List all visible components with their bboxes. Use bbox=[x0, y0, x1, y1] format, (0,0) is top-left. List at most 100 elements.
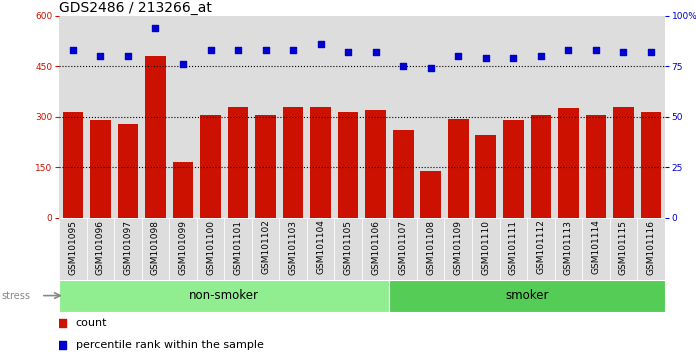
Bar bbox=[118, 124, 139, 218]
Point bbox=[315, 41, 326, 47]
Text: GSM101112: GSM101112 bbox=[537, 219, 546, 274]
Text: GSM101111: GSM101111 bbox=[509, 219, 518, 275]
Text: GSM101101: GSM101101 bbox=[234, 219, 243, 275]
Bar bbox=[393, 130, 413, 218]
Text: GSM101106: GSM101106 bbox=[371, 219, 380, 275]
Bar bbox=[503, 120, 523, 218]
Text: GSM101099: GSM101099 bbox=[178, 219, 187, 275]
Bar bbox=[90, 120, 111, 218]
Point bbox=[645, 50, 656, 55]
Point bbox=[232, 52, 244, 58]
Text: GSM101113: GSM101113 bbox=[564, 219, 573, 275]
Point bbox=[563, 47, 574, 53]
Bar bbox=[169, 16, 197, 218]
Bar bbox=[252, 218, 279, 281]
Point bbox=[618, 50, 629, 55]
Bar bbox=[307, 218, 334, 281]
Bar bbox=[390, 16, 417, 218]
Bar bbox=[445, 218, 472, 281]
Text: non-smoker: non-smoker bbox=[189, 289, 260, 302]
Text: count: count bbox=[76, 318, 107, 329]
Point bbox=[205, 47, 216, 53]
Bar bbox=[527, 16, 555, 218]
Bar bbox=[390, 218, 417, 281]
Text: percentile rank within the sample: percentile rank within the sample bbox=[76, 339, 264, 350]
Bar bbox=[530, 115, 551, 218]
Text: GSM101105: GSM101105 bbox=[344, 219, 353, 275]
Text: GDS2486 / 213266_at: GDS2486 / 213266_at bbox=[59, 1, 212, 15]
Bar bbox=[585, 115, 606, 218]
Bar bbox=[448, 119, 468, 218]
Point bbox=[590, 47, 601, 53]
Text: GSM101115: GSM101115 bbox=[619, 219, 628, 275]
Text: stress: stress bbox=[1, 291, 31, 301]
Bar bbox=[87, 218, 114, 281]
Bar bbox=[445, 16, 472, 218]
Bar bbox=[197, 16, 224, 218]
Point bbox=[177, 62, 189, 67]
Bar bbox=[169, 218, 197, 281]
Bar bbox=[279, 218, 307, 281]
Text: GSM101109: GSM101109 bbox=[454, 219, 463, 275]
Bar bbox=[228, 107, 248, 218]
Bar bbox=[255, 115, 276, 218]
Text: smoker: smoker bbox=[505, 289, 549, 302]
Point bbox=[68, 47, 79, 53]
Bar bbox=[142, 16, 169, 218]
Bar bbox=[87, 16, 114, 218]
Text: GSM101110: GSM101110 bbox=[481, 219, 490, 275]
Bar bbox=[307, 16, 334, 218]
Point bbox=[260, 47, 271, 53]
Text: GSM101103: GSM101103 bbox=[289, 219, 298, 275]
Bar bbox=[420, 171, 441, 218]
Point bbox=[150, 25, 161, 31]
Bar bbox=[63, 112, 84, 218]
Text: GSM101107: GSM101107 bbox=[399, 219, 408, 275]
Text: GSM101095: GSM101095 bbox=[68, 219, 77, 275]
Bar bbox=[362, 218, 390, 281]
Point bbox=[480, 56, 491, 61]
Bar bbox=[114, 16, 142, 218]
Bar bbox=[279, 16, 307, 218]
Bar bbox=[59, 16, 87, 218]
Bar bbox=[142, 218, 169, 281]
Bar bbox=[475, 135, 496, 218]
Bar bbox=[500, 16, 527, 218]
Bar bbox=[59, 280, 390, 312]
Bar bbox=[252, 16, 279, 218]
Point bbox=[287, 47, 299, 53]
Bar bbox=[637, 16, 665, 218]
Bar bbox=[637, 218, 665, 281]
Bar bbox=[338, 112, 358, 218]
Bar bbox=[334, 218, 362, 281]
Bar bbox=[224, 16, 252, 218]
Bar bbox=[613, 107, 634, 218]
Bar bbox=[114, 218, 142, 281]
Point bbox=[370, 50, 381, 55]
Bar bbox=[197, 218, 224, 281]
Bar bbox=[390, 280, 665, 312]
Point bbox=[122, 53, 134, 59]
Bar bbox=[472, 16, 500, 218]
Point bbox=[397, 64, 409, 69]
Bar bbox=[555, 16, 582, 218]
Bar bbox=[527, 218, 555, 281]
Bar bbox=[145, 56, 166, 218]
Bar bbox=[200, 115, 221, 218]
Bar bbox=[224, 218, 252, 281]
Text: GSM101100: GSM101100 bbox=[206, 219, 215, 275]
Text: GSM101114: GSM101114 bbox=[592, 219, 601, 274]
Point bbox=[95, 53, 106, 59]
Point bbox=[535, 53, 546, 59]
Point bbox=[507, 56, 519, 61]
Bar bbox=[283, 107, 303, 218]
Point bbox=[232, 245, 244, 251]
Point bbox=[342, 50, 354, 55]
Bar bbox=[610, 218, 637, 281]
Text: GSM101097: GSM101097 bbox=[123, 219, 132, 275]
Bar bbox=[417, 16, 445, 218]
Bar bbox=[555, 218, 582, 281]
Bar bbox=[173, 162, 193, 218]
Text: GSM101098: GSM101098 bbox=[151, 219, 160, 275]
Bar bbox=[558, 108, 578, 218]
